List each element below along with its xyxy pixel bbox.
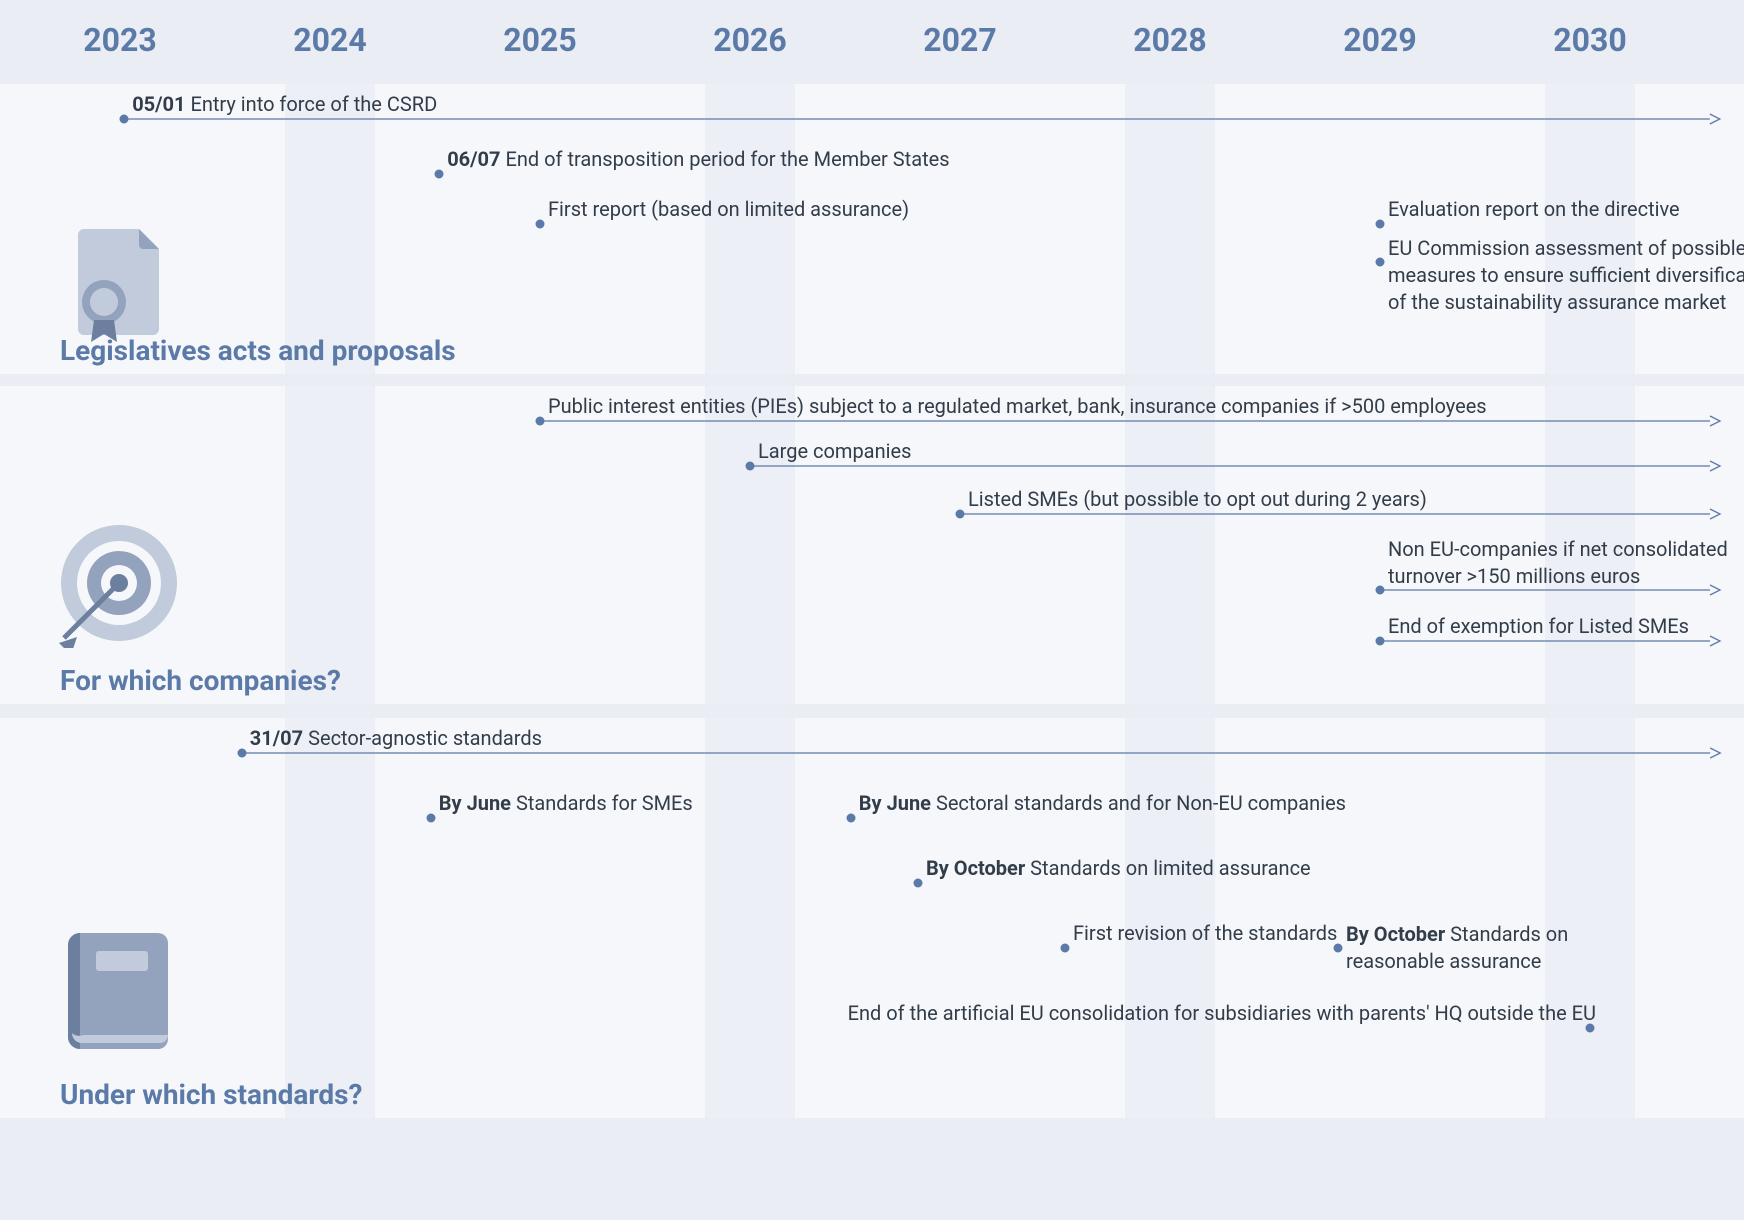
year-label: 2025: [503, 21, 576, 59]
event-label: By October Standards on reasonable assur…: [1346, 921, 1606, 975]
doc-seal-icon: [64, 224, 174, 344]
section-title: Under which standards?: [60, 1078, 363, 1111]
event-dot: [956, 510, 965, 519]
event-dot: [536, 417, 545, 426]
event-label: 05/01 Entry into force of the CSRD: [132, 92, 437, 116]
event-dot: [746, 462, 755, 471]
year-label: 2027: [923, 21, 996, 59]
event-dot: [120, 115, 129, 124]
event-label: End of the artificial EU consolidation f…: [848, 1001, 1596, 1025]
event-label: Non EU-companies if net consolidated tur…: [1388, 536, 1728, 590]
event-label: Large companies: [758, 439, 911, 463]
event-dot: [435, 170, 444, 179]
event-label: 06/07 End of transposition period for th…: [447, 147, 949, 171]
event-label: By June Standards for SMEs: [439, 791, 693, 815]
event-label: By June Sectoral standards and for Non-E…: [859, 791, 1346, 815]
event-label: Listed SMEs (but possible to opt out dur…: [968, 487, 1427, 511]
section-standards: Under which standards? 31/07 Sector-agnos…: [0, 718, 1744, 1118]
target-icon: [54, 518, 184, 648]
book-icon: [62, 923, 182, 1063]
event-dot: [1376, 586, 1385, 595]
event-label: First report (based on limited assurance…: [548, 197, 909, 221]
event-dot: [536, 220, 545, 229]
event-dot: [1376, 220, 1385, 229]
year-label: 2026: [713, 21, 786, 59]
event-dot: [914, 879, 923, 888]
event-label: EU Commission assessment of possible leg…: [1388, 235, 1744, 316]
event-label: End of exemption for Listed SMEs: [1388, 614, 1689, 638]
year-label: 2029: [1343, 21, 1416, 59]
event-dot: [1376, 637, 1385, 646]
year-header: 2023 2024 2025 2026 2027 2028 2029 2030: [0, 0, 1744, 80]
event-dot: [846, 814, 855, 823]
event-dot: [1376, 258, 1385, 267]
year-label: 2024: [293, 21, 366, 59]
event-label: By October Standards on limited assuranc…: [926, 856, 1311, 880]
event-dot: [237, 749, 246, 758]
event-dot: [1061, 944, 1070, 953]
event-label: Evaluation report on the directive: [1388, 197, 1680, 221]
event-dot: [1334, 944, 1343, 953]
section-legislative: Legislatives acts and proposals05/01 Ent…: [0, 84, 1744, 374]
section-companies: For which companies? Public interest enti…: [0, 386, 1744, 704]
year-label: 2030: [1553, 21, 1626, 59]
event-label: Public interest entities (PIEs) subject …: [548, 394, 1487, 418]
section-title: For which companies?: [60, 664, 341, 697]
year-label: 2028: [1133, 21, 1206, 59]
event-dot: [426, 814, 435, 823]
event-label: 31/07 Sector-agnostic standards: [250, 726, 542, 750]
event-label: First revision of the standards: [1073, 921, 1337, 945]
year-label: 2023: [83, 21, 156, 59]
